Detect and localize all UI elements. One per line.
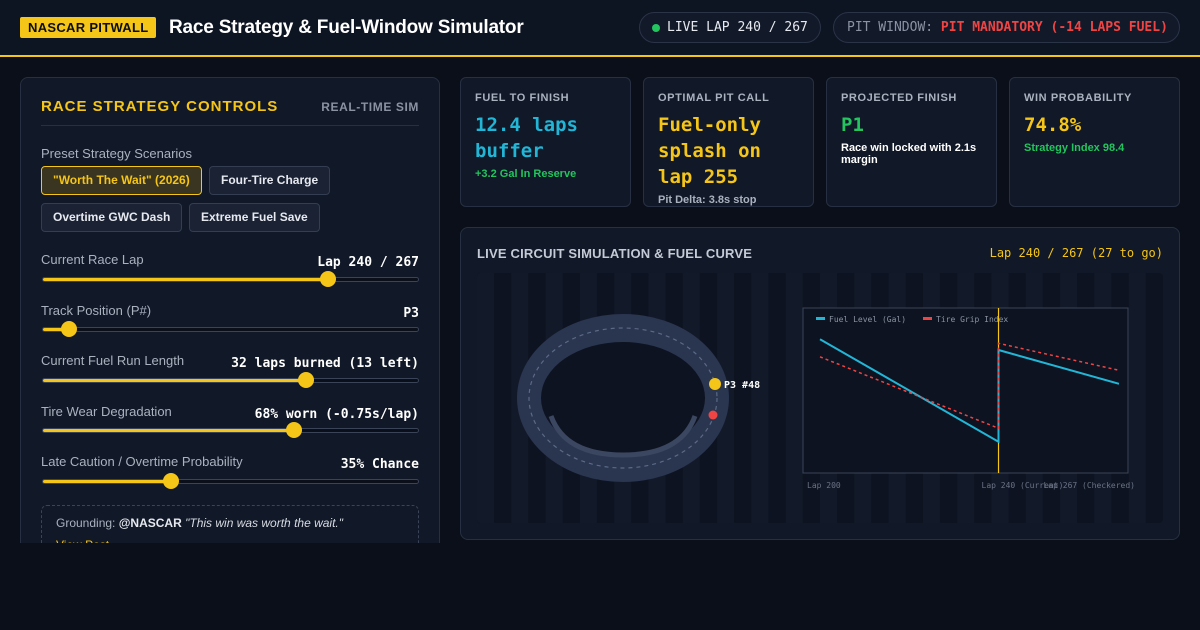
stat-card-projected-finish: PROJECTED FINISH P1 Race win locked with…: [826, 77, 997, 207]
legend-swatch: [923, 317, 932, 320]
legend-swatch: [816, 317, 825, 320]
x-tick-label: Lap 240 (Current): [982, 481, 1064, 490]
fuel-run-value: 32 laps burned (13 left): [231, 356, 419, 371]
stat-value: P1: [841, 114, 864, 136]
page-title: Race Strategy & Fuel-Window Simulator: [169, 17, 524, 38]
live-lap-status: LIVE LAP 240 / 267: [639, 12, 821, 43]
legend-label: Fuel Level (Gal): [829, 315, 906, 324]
slider-fill: [43, 379, 306, 382]
caution-probability-value: 35% Chance: [340, 457, 419, 472]
stat-card-optimal-pit-call: OPTIMAL PIT CALL Fuel-only splash on lap…: [643, 77, 814, 207]
simulation-title: LIVE CIRCUIT SIMULATION & FUEL CURVE: [477, 246, 753, 261]
panel-title: RACE STRATEGY CONTROLS: [41, 98, 279, 115]
slider-thumb[interactable]: [320, 271, 336, 287]
stat-value: 12.4 laps buffer: [475, 114, 578, 162]
x-tick-label: Lap 267 (Checkered): [1043, 481, 1135, 490]
preset-four-tire-charge-button[interactable]: Four-Tire Charge: [209, 166, 331, 195]
stat-subtext: +3.2 Gal In Reserve: [475, 168, 577, 180]
grid-stripe: [1128, 273, 1146, 523]
caution-probability-label: Late Caution / Overtime Probability: [41, 454, 243, 469]
slider-fill: [43, 278, 328, 281]
x-tick-label: Lap 200: [807, 481, 841, 490]
pit-window-value: PIT MANDATORY (-14 LAPS FUEL): [940, 20, 1168, 35]
stat-label: PROJECTED FINISH: [841, 92, 957, 104]
stat-subtext: Race win locked with 2.1s margin: [841, 142, 977, 166]
track-position-label: Track Position (P#): [41, 303, 152, 318]
chart-x-axis: Lap 200 Lap 240 (Current)Lap 267 (Checker…: [807, 481, 1135, 490]
grounding-handle: @NASCAR: [118, 516, 182, 530]
simulation-lap-info: Lap 240 / 267 (27 to go): [989, 246, 1163, 260]
live-lap-text: LIVE LAP 240 / 267: [667, 20, 808, 35]
fuel-run-label: Current Fuel Run Length: [41, 353, 185, 368]
simulation-canvas: P3 #48 Fuel Level (Gal) Tire Grip Index L…: [477, 273, 1163, 523]
preset-extreme-fuel-save-button[interactable]: Extreme Fuel Save: [189, 203, 320, 232]
race-lap-value: Lap 240 / 267: [317, 255, 419, 270]
slider-fill: [43, 429, 295, 432]
tire-wear-slider[interactable]: [42, 422, 419, 438]
preset-worth-the-wait-button[interactable]: "Worth The Wait" (2026): [41, 166, 202, 195]
slider-thumb[interactable]: [162, 473, 179, 489]
circuit-simulation-panel: LIVE CIRCUIT SIMULATION & FUEL CURVE Lap…: [460, 227, 1180, 540]
live-indicator-icon: [652, 24, 660, 32]
race-lap-label: Current Race Lap: [41, 252, 144, 267]
stat-label: OPTIMAL PIT CALL: [658, 92, 770, 104]
simulation-svg: P3 #48 Fuel Level (Gal) Tire Grip Index L…: [477, 273, 1146, 523]
slider-fill: [43, 480, 171, 483]
track-position-value: P3: [403, 306, 419, 321]
slider-thumb[interactable]: [297, 372, 314, 388]
stat-value: Fuel-only splash on lap 255: [658, 114, 761, 188]
strategy-controls-panel: RACE STRATEGY CONTROLS REAL-TIME SIM Pre…: [20, 77, 440, 567]
brand-logo: NASCAR PITWALL: [20, 17, 157, 38]
stat-label: WIN PROBABILITY: [1024, 92, 1132, 104]
rival-car-marker[interactable]: [708, 410, 718, 420]
presets-label: Preset Strategy Scenarios: [41, 146, 193, 161]
pit-window-label: PIT WINDOW:: [847, 20, 934, 35]
preset-overtime-gwc-button[interactable]: Overtime GWC Dash: [41, 203, 183, 232]
fuel-chart-frame: [802, 307, 1129, 474]
stat-value: 74.8%: [1024, 114, 1082, 136]
slider-thumb[interactable]: [286, 422, 303, 438]
fuel-run-slider[interactable]: [42, 372, 419, 388]
grounding-quote: Grounding: @NASCAR "This win was worth t…: [41, 505, 419, 566]
pit-road: [548, 415, 698, 458]
grid-stripe: [477, 273, 494, 523]
caution-probability-slider[interactable]: [42, 473, 419, 489]
tire-wear-value: 68% worn (-0.75s/lap): [254, 407, 419, 422]
stat-card-fuel-to-finish: FUEL TO FINISH 12.4 laps buffer +3.2 Gal…: [460, 77, 631, 207]
chart-series: [819, 338, 1120, 444]
race-lap-slider[interactable]: [42, 271, 419, 287]
grid-stripe: [785, 273, 803, 523]
page-footer-area: [0, 543, 1200, 630]
car-label: P3 #48: [724, 380, 760, 391]
legend-label: Tire Grip Index: [936, 315, 1008, 324]
slider-fill: [43, 328, 70, 331]
track-position-slider[interactable]: [42, 321, 419, 337]
stat-subtext: Pit Delta: 3.8s stop: [658, 194, 757, 206]
tire-grip-series: [819, 342, 1120, 430]
car-marker-p3[interactable]: [709, 378, 721, 390]
sim-mode-badge: REAL-TIME SIM: [321, 100, 419, 114]
grid-stripe: [751, 273, 769, 523]
track-infield: [541, 342, 705, 454]
slider-thumb[interactable]: [61, 321, 78, 337]
divider: [41, 125, 419, 126]
chart-legend: Fuel Level (Gal) Tire Grip Index: [816, 315, 1008, 324]
track-racing-line: [528, 327, 718, 469]
grounding-quote-text: "This win was worth the wait.": [185, 516, 344, 530]
app-header: NASCAR PITWALL Race Strategy & Fuel-Wind…: [0, 0, 1200, 57]
stat-subtext: Strategy Index 98.4: [1024, 142, 1125, 154]
tire-wear-label: Tire Wear Degradation: [41, 404, 172, 419]
stat-card-win-probability: WIN PROBABILITY 74.8% Strategy Index 98.…: [1009, 77, 1180, 207]
stat-label: FUEL TO FINISH: [475, 92, 570, 104]
grounding-prefix: Grounding:: [56, 516, 116, 530]
pit-window-status: PIT WINDOW: PIT MANDATORY (-14 LAPS FUEL…: [833, 12, 1180, 43]
